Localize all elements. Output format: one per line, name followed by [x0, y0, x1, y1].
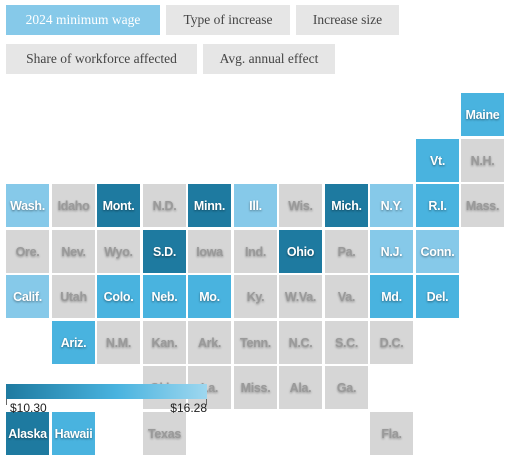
- state-tile-ill[interactable]: Ill.: [234, 184, 277, 227]
- state-tile-del[interactable]: Del.: [416, 275, 459, 318]
- state-tile-colo[interactable]: Colo.: [97, 275, 140, 318]
- state-tile-wis[interactable]: Wis.: [279, 184, 322, 227]
- state-tile-pa[interactable]: Pa.: [325, 230, 368, 273]
- tab-increase-size[interactable]: Increase size: [296, 5, 399, 35]
- state-tile-ariz[interactable]: Ariz.: [52, 321, 95, 364]
- tab-share-of-workforce-affected[interactable]: Share of workforce affected: [6, 44, 197, 74]
- state-tile-maine[interactable]: Maine: [461, 93, 504, 136]
- legend-tick-max: [206, 399, 207, 405]
- state-tile-n-d[interactable]: N.D.: [143, 184, 186, 227]
- state-tile-s-c[interactable]: S.C.: [325, 321, 368, 364]
- state-tile-ohio[interactable]: Ohio: [279, 230, 322, 273]
- state-tile-n-m[interactable]: N.M.: [97, 321, 140, 364]
- state-tile-ind[interactable]: Ind.: [234, 230, 277, 273]
- tab-avg-annual-effect[interactable]: Avg. annual effect: [203, 44, 335, 74]
- state-tile-ore[interactable]: Ore.: [6, 230, 49, 273]
- state-tile-tenn[interactable]: Tenn.: [234, 321, 277, 364]
- state-tile-va[interactable]: Va.: [325, 275, 368, 318]
- state-tile-ark[interactable]: Ark.: [188, 321, 231, 364]
- state-tile-vt[interactable]: Vt.: [416, 139, 459, 182]
- state-tile-mich[interactable]: Mich.: [325, 184, 368, 227]
- state-tile-n-c[interactable]: N.C.: [279, 321, 322, 364]
- state-tile-d-c[interactable]: D.C.: [370, 321, 413, 364]
- tab-2024-minimum-wage[interactable]: 2024 minimum wage: [6, 5, 160, 35]
- state-tile-miss[interactable]: Miss.: [234, 366, 277, 409]
- state-tile-wash[interactable]: Wash.: [6, 184, 49, 227]
- state-tile-ky[interactable]: Ky.: [234, 275, 277, 318]
- state-tile-neb[interactable]: Neb.: [143, 275, 186, 318]
- state-tile-calif[interactable]: Calif.: [6, 275, 49, 318]
- state-tile-minn[interactable]: Minn.: [188, 184, 231, 227]
- state-tile-w-va[interactable]: W.Va.: [279, 275, 322, 318]
- state-tile-mo[interactable]: Mo.: [188, 275, 231, 318]
- state-tile-hawaii[interactable]: Hawaii: [52, 412, 95, 455]
- state-tile-idaho[interactable]: Idaho: [52, 184, 95, 227]
- state-tile-kan[interactable]: Kan.: [143, 321, 186, 364]
- state-tile-n-y[interactable]: N.Y.: [370, 184, 413, 227]
- state-tile-mass[interactable]: Mass.: [461, 184, 504, 227]
- state-tile-wyo[interactable]: Wyo.: [97, 230, 140, 273]
- legend-tick-min: [6, 399, 7, 405]
- state-tile-utah[interactable]: Utah: [52, 275, 95, 318]
- state-tile-md[interactable]: Md.: [370, 275, 413, 318]
- state-tile-r-i[interactable]: R.I.: [416, 184, 459, 227]
- state-tile-mont[interactable]: Mont.: [97, 184, 140, 227]
- tab-type-of-increase[interactable]: Type of increase: [166, 5, 290, 35]
- legend-min-label: $10.30: [10, 401, 47, 415]
- state-tile-conn[interactable]: Conn.: [416, 230, 459, 273]
- state-tile-n-h[interactable]: N.H.: [461, 139, 504, 182]
- state-tile-fla[interactable]: Fla.: [370, 412, 413, 455]
- state-tile-nev[interactable]: Nev.: [52, 230, 95, 273]
- state-tile-s-d[interactable]: S.D.: [143, 230, 186, 273]
- state-tile-ala[interactable]: Ala.: [279, 366, 322, 409]
- state-tile-iowa[interactable]: Iowa: [188, 230, 231, 273]
- state-tile-n-j[interactable]: N.J.: [370, 230, 413, 273]
- state-tile-ga[interactable]: Ga.: [325, 366, 368, 409]
- state-tile-alaska[interactable]: Alaska: [6, 412, 49, 455]
- legend-color-scale: [6, 384, 207, 399]
- state-tile-texas[interactable]: Texas: [143, 412, 186, 455]
- state-tile-map: Maine Vt. N.H. Wash. Idaho Mont. N.D. Minn. Ill.…: [6, 93, 504, 455]
- legend-max-label: $16.28: [170, 401, 207, 415]
